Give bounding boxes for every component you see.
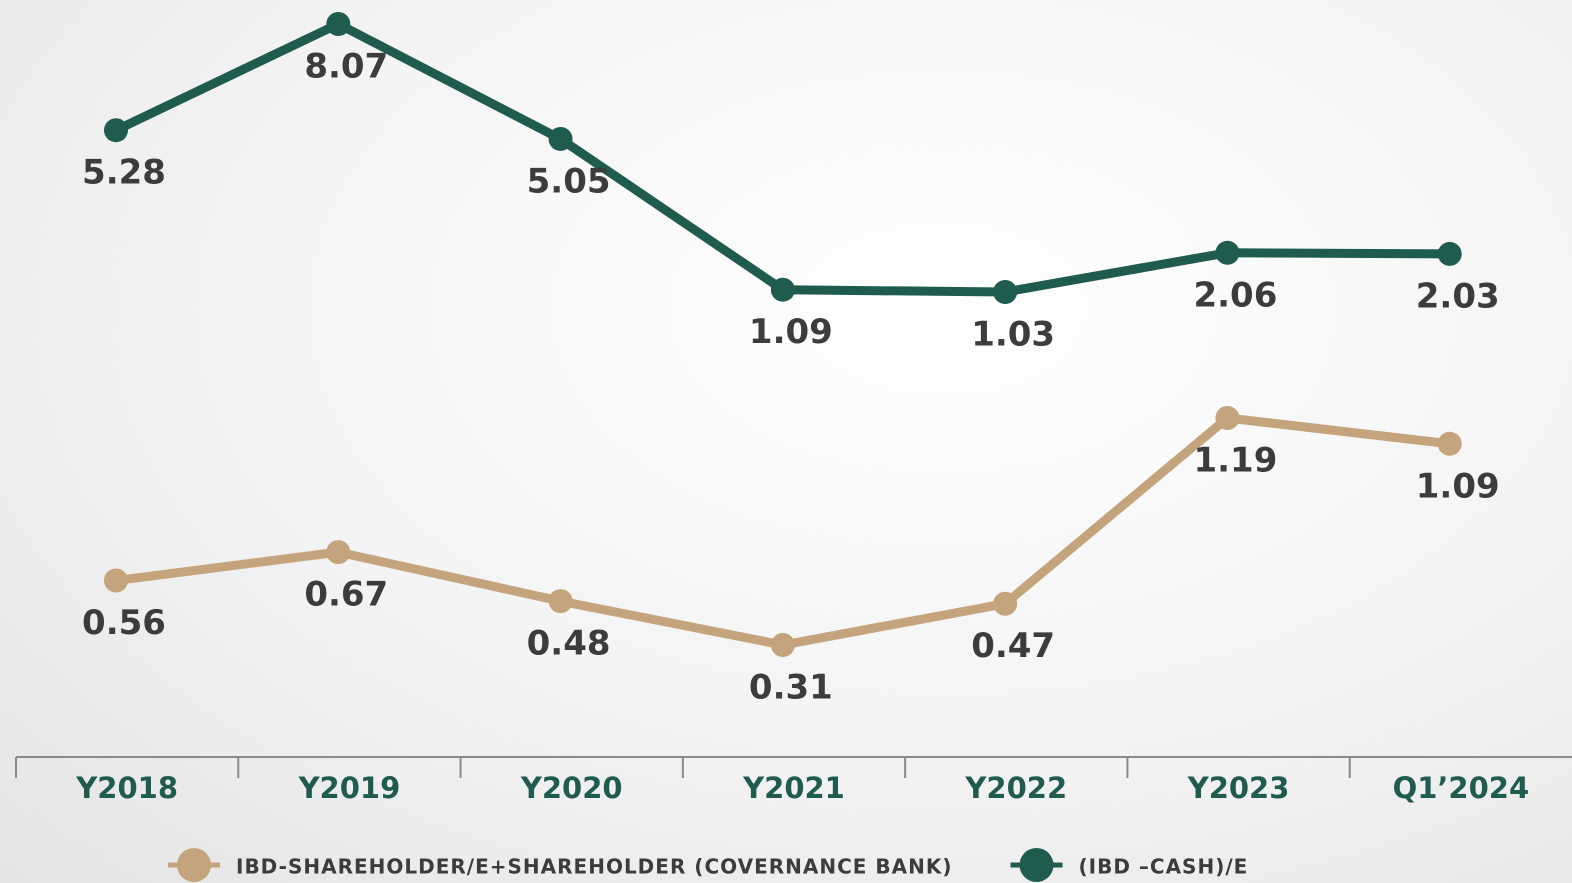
data-label: 1.19 bbox=[1193, 441, 1277, 481]
data-label: 0.48 bbox=[527, 624, 611, 664]
point bbox=[548, 589, 573, 614]
x-tick-label: Y2018 bbox=[75, 771, 178, 805]
point bbox=[326, 540, 351, 565]
data-label: 1.09 bbox=[749, 312, 833, 352]
data-label: 5.28 bbox=[82, 153, 166, 193]
data-label: 2.06 bbox=[1193, 275, 1277, 315]
point bbox=[993, 591, 1018, 616]
data-label: 1.09 bbox=[1416, 466, 1500, 506]
x-tick-label: Y2021 bbox=[742, 771, 845, 805]
legend-label: (IBD –CASH)/E bbox=[1079, 855, 1249, 879]
point bbox=[1215, 406, 1240, 430]
data-label: 8.07 bbox=[304, 47, 388, 87]
point bbox=[770, 277, 795, 302]
x-tick-label: Q1’2024 bbox=[1393, 771, 1530, 805]
data-label: 0.47 bbox=[971, 626, 1055, 666]
point bbox=[1437, 241, 1462, 266]
data-label: 0.56 bbox=[82, 603, 166, 643]
data-label: 5.05 bbox=[527, 161, 611, 201]
point bbox=[1437, 431, 1462, 456]
x-tick-label: Y2019 bbox=[298, 771, 401, 805]
point bbox=[548, 126, 573, 151]
legend-label: IBD-SHAREHOLDER/E+SHAREHOLDER (COVERNANC… bbox=[236, 855, 953, 879]
legend-marker bbox=[1019, 848, 1054, 882]
x-tick-label: Y2020 bbox=[520, 771, 623, 805]
data-label: 2.03 bbox=[1416, 276, 1500, 316]
legend-marker bbox=[177, 848, 211, 882]
data-label: 1.03 bbox=[971, 315, 1055, 355]
x-tick-label: Y2022 bbox=[964, 771, 1067, 805]
point bbox=[993, 280, 1018, 304]
point bbox=[1215, 240, 1240, 265]
x-tick-label: Y2023 bbox=[1187, 771, 1290, 805]
point bbox=[104, 118, 128, 143]
data-label: 0.31 bbox=[749, 668, 833, 708]
point bbox=[326, 12, 351, 36]
point bbox=[770, 633, 795, 657]
data-label: 0.67 bbox=[304, 575, 388, 615]
point bbox=[104, 568, 128, 593]
